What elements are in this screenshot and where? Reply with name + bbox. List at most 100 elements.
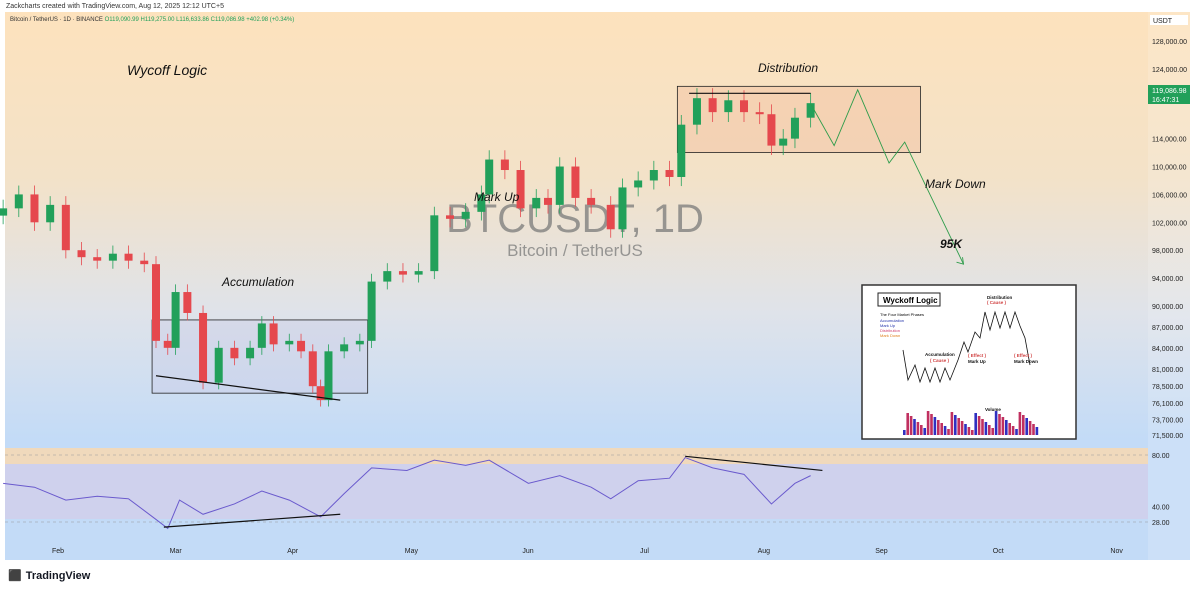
inset-volume-bar	[923, 428, 926, 435]
inset-volume-bar	[933, 417, 937, 435]
y-tick-label: 78,500.00	[1152, 384, 1183, 391]
candle-body	[0, 208, 8, 216]
inset-phase: Mark Down	[880, 333, 900, 338]
inset-volume-bar	[1018, 412, 1022, 435]
inset-title-box	[877, 292, 941, 307]
annotation-markdown: Mark Down	[925, 177, 986, 191]
candle-body	[516, 170, 525, 209]
inset-phase: Distribution	[880, 328, 900, 333]
inset-phase: Mark Up	[880, 323, 896, 328]
inset-label: Mark Up	[968, 359, 986, 364]
candle-body	[93, 257, 102, 261]
y-tick-label: 102,000.00	[1152, 220, 1187, 227]
annotation-title: Wycoff Logic	[127, 62, 207, 78]
inset-volume-bar	[1005, 420, 1008, 435]
candle-body	[230, 347, 239, 359]
annotation-target: 95K	[940, 237, 963, 251]
candle-body	[430, 215, 439, 272]
rsi-tick-label: 28.00	[1152, 520, 1170, 527]
inset-volume-bar	[960, 421, 964, 435]
arrow-head-icon	[956, 257, 965, 265]
candle-body	[649, 170, 658, 181]
credit-text: Zackcharts created with TradingView.com,…	[6, 3, 224, 10]
rsi-trendline	[163, 513, 341, 528]
candle-body	[340, 344, 349, 352]
inset-volume-bar	[971, 430, 974, 435]
candle-body	[124, 253, 133, 261]
inset-label: ( Cause )	[987, 300, 1007, 305]
candle-body	[367, 281, 376, 341]
x-tick-label: Nov	[1110, 548, 1123, 555]
candle-body	[544, 197, 552, 205]
inset-volume-bar	[916, 422, 920, 435]
candle-body	[665, 170, 674, 177]
candle-body	[587, 197, 596, 205]
watermark-name: Bitcoin / TetherUS	[507, 241, 643, 260]
ohlc-values: O119,090.99 H119,275.00 L116,633.86 C119…	[104, 17, 295, 23]
candle-body	[140, 260, 149, 265]
x-tick-label: Aug	[758, 548, 771, 555]
inset-volume-bar	[943, 426, 947, 435]
inset-volume-bar	[930, 414, 933, 435]
candle-body	[269, 323, 278, 345]
logo-icon: ⬛	[8, 570, 22, 582]
inset-volume-bar	[906, 413, 909, 435]
inset-label: Volume	[985, 407, 1001, 412]
currency-box	[1150, 15, 1188, 25]
candle-body	[183, 292, 192, 313]
candle-body	[790, 117, 799, 139]
inset-label: ( Cause )	[930, 358, 950, 363]
inset-volume-bar	[903, 430, 906, 435]
inset-volume-bar	[1022, 415, 1025, 435]
watermark-symbol: BTCUSDT, 1D	[446, 197, 704, 241]
inset-volume-bar	[937, 420, 940, 435]
inset-volume-bar	[998, 414, 1001, 435]
inset-label: Accumulation	[925, 352, 955, 357]
candle-body	[708, 98, 717, 113]
current-price: 119,086.98	[1152, 88, 1187, 95]
inset-label: Mark Down	[1014, 359, 1038, 364]
y-tick-label: 128,000.00	[1152, 39, 1187, 46]
symbol-name: Bitcoin / TetherUS · 1D · BINANCE	[10, 17, 103, 23]
rsi-tick-label: 80.00	[1152, 453, 1170, 460]
annotation-markup: Mark Up	[474, 190, 520, 204]
y-tick-label: 106,000.00	[1152, 192, 1187, 199]
rsi-overbought-band	[5, 448, 1148, 464]
x-tick-label: Mar	[170, 548, 183, 555]
candle-body	[214, 347, 223, 383]
candle-body	[199, 312, 208, 383]
candle-body	[355, 340, 364, 345]
inset-label: ( Effect )	[1014, 353, 1033, 358]
countdown: 16:47:31	[1152, 97, 1179, 104]
candle-body	[246, 347, 255, 359]
x-tick-label: Jul	[640, 548, 649, 555]
candle-body	[485, 159, 494, 195]
x-tick-label: Jun	[522, 548, 533, 555]
candle-body	[618, 187, 627, 230]
inset-volume-bar	[967, 427, 971, 435]
inset-volume-bar	[974, 413, 977, 435]
y-tick-label: 98,000.00	[1152, 248, 1183, 255]
inset-volume-bar	[981, 419, 984, 435]
candle-body	[163, 340, 172, 348]
inset-volume-bar	[1032, 424, 1035, 435]
y-tick-label: 73,700.00	[1152, 418, 1183, 425]
inset-volume-bar	[913, 419, 916, 435]
x-tick-label: Apr	[287, 548, 299, 555]
inset-volume-bar	[926, 411, 930, 435]
inset-volume-bar	[1001, 417, 1005, 435]
candle-body	[677, 124, 686, 177]
candle-body	[461, 211, 470, 219]
candle-body	[692, 98, 701, 125]
brand-text: TradingView	[25, 569, 91, 582]
y-tick-label: 114,000.00	[1152, 137, 1187, 144]
inset-volume-bar	[988, 425, 991, 435]
y-tick-label: 76,100.00	[1152, 401, 1183, 408]
candle-body	[724, 100, 733, 113]
candle-body	[108, 253, 117, 261]
candle-body	[14, 194, 23, 209]
candle-body	[532, 197, 541, 209]
inset-title: Wyckoff Logic	[883, 296, 938, 305]
x-tick-label: Oct	[993, 548, 1004, 555]
